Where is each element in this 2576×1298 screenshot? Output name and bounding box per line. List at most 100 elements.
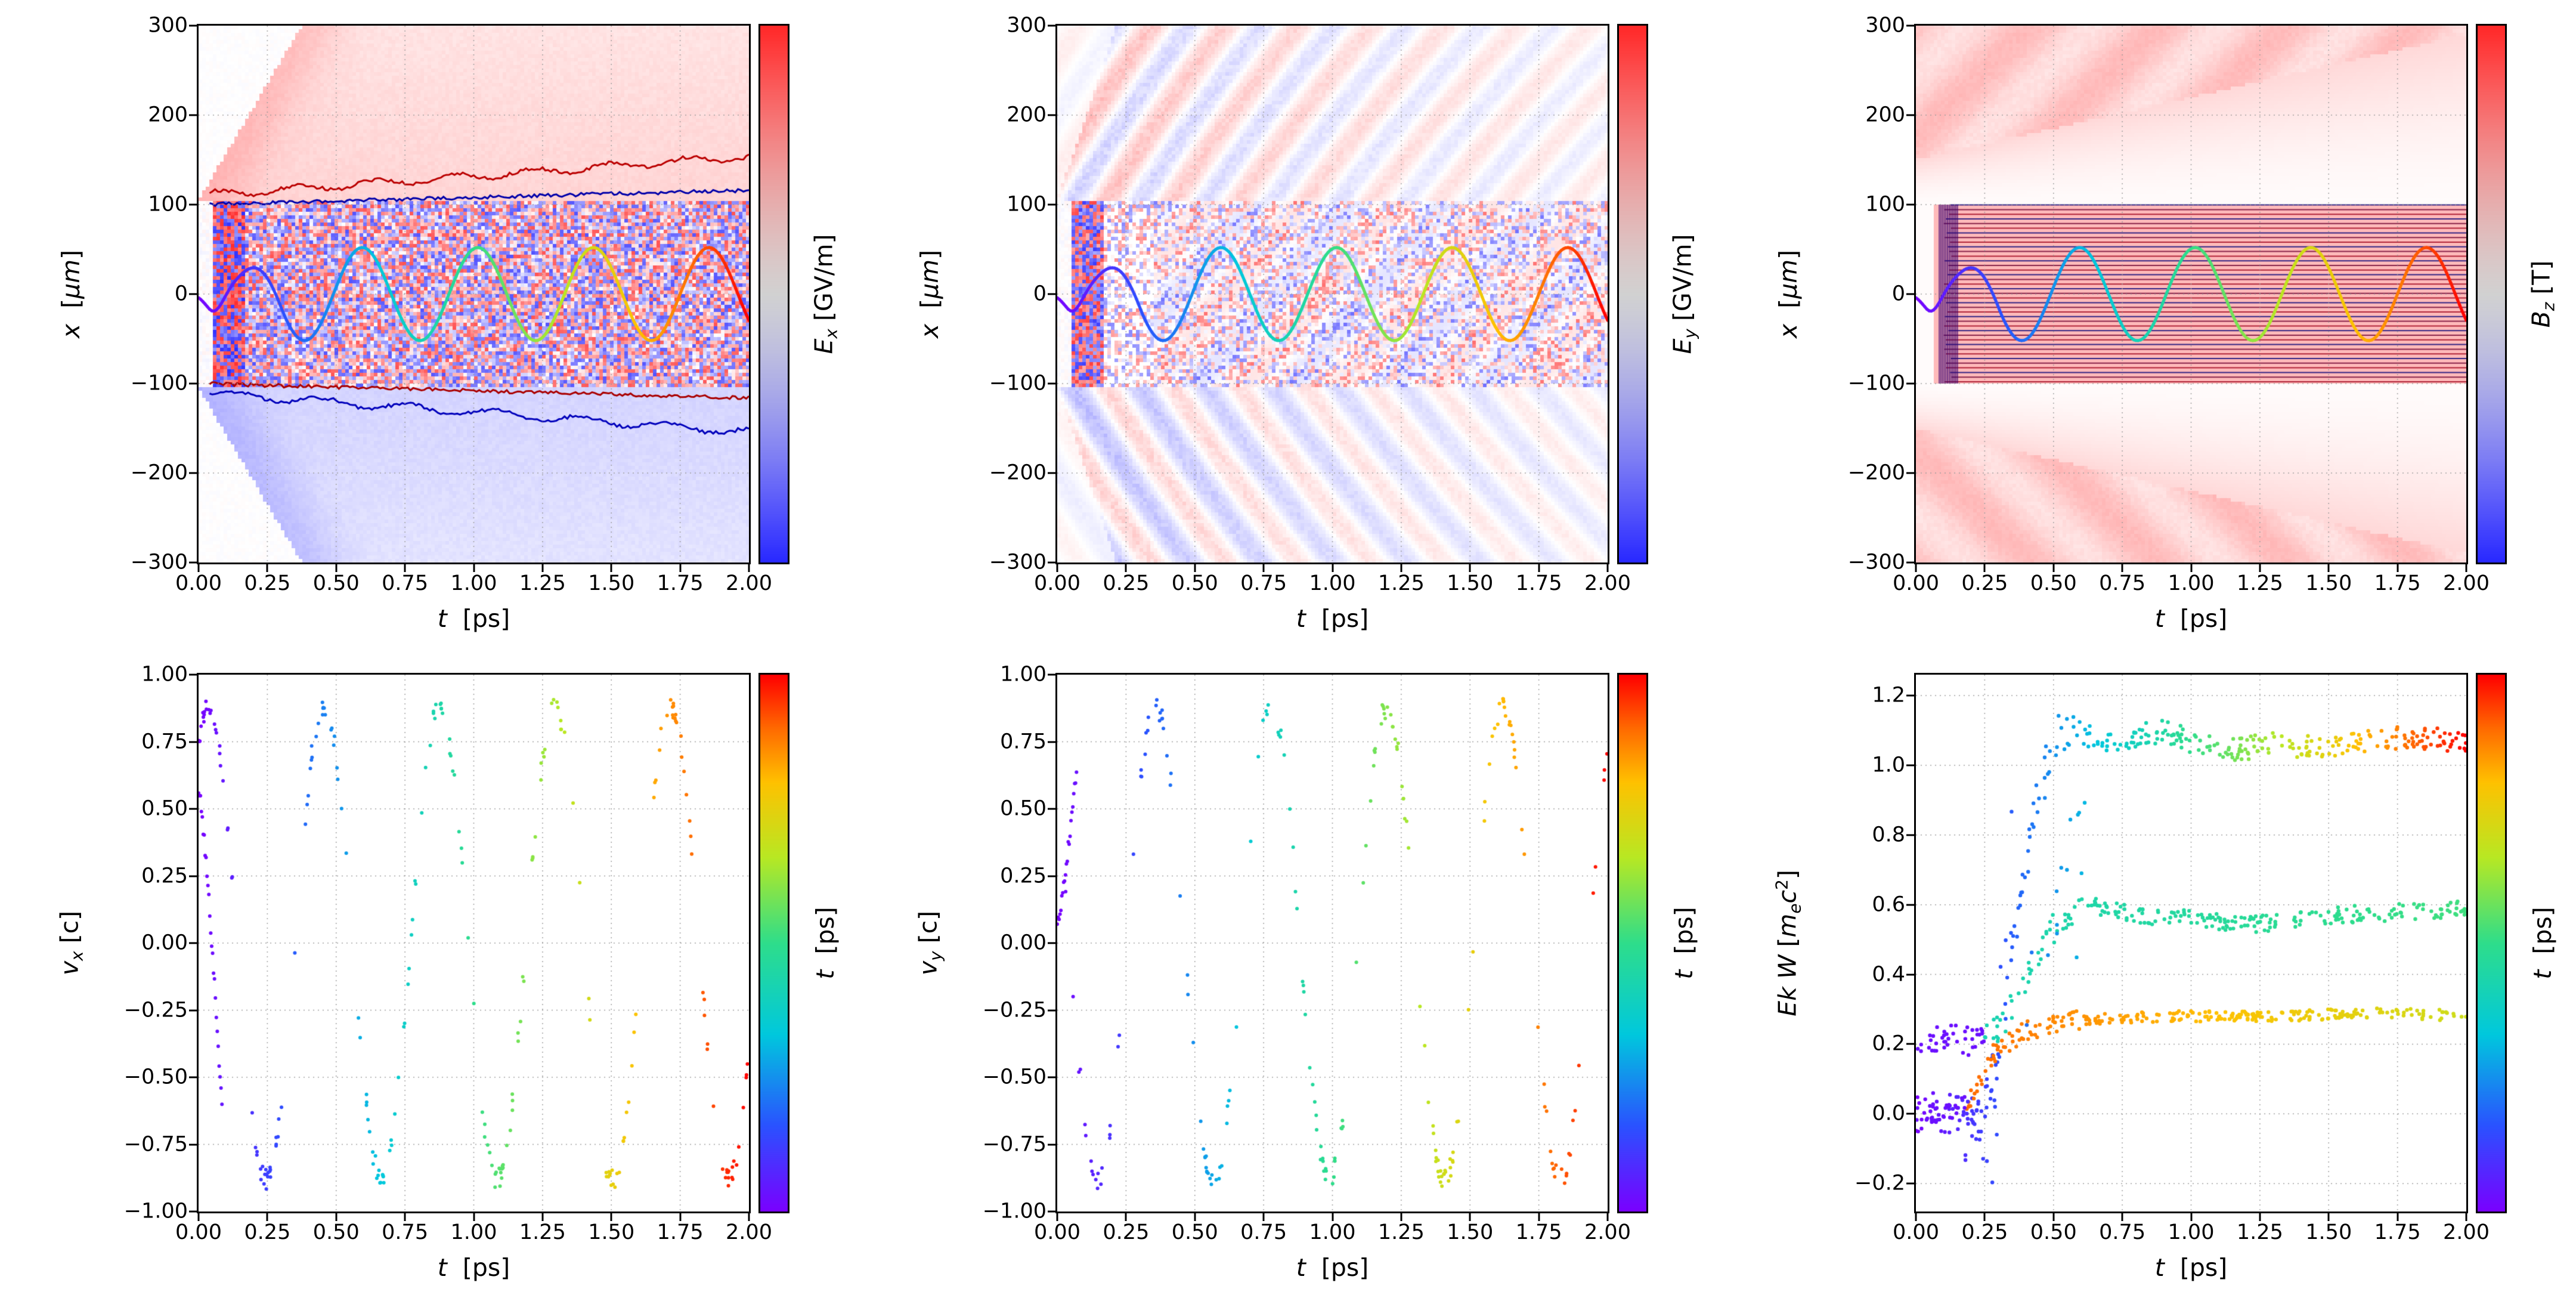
- y-tick-label: 1.0: [1872, 753, 1905, 777]
- x-tick-label: 0.00: [175, 1220, 222, 1244]
- label-segment: ]: [915, 249, 944, 259]
- x-tick-label: 1.25: [2236, 1220, 2283, 1244]
- y-tick-label: 1.2: [1872, 683, 1905, 707]
- x-tick-mark: [1056, 1213, 1058, 1221]
- label-segment: e: [1785, 903, 1805, 914]
- colorbar: [758, 24, 789, 564]
- label-segment: [c]: [55, 910, 84, 951]
- x-tick-mark: [1262, 564, 1265, 572]
- x-tick-label: 2.00: [726, 1220, 772, 1244]
- x-tick-label: 0.25: [244, 1220, 291, 1244]
- label-segment: [GV/m]: [1668, 234, 1697, 329]
- x-tick-mark: [1194, 1213, 1196, 1221]
- x-tick-mark: [1262, 1213, 1265, 1221]
- plot-area: vx [c] t [ps] t [ps] 1.00 0.75 0.50 0.25 0.0…: [55, 664, 840, 1282]
- x-tick-mark: [679, 1213, 682, 1221]
- x-tick-label: 0.75: [1240, 1220, 1287, 1244]
- label-segment: [: [57, 298, 85, 324]
- label-segment: E: [809, 338, 838, 354]
- y-tick-label: 0.0: [1872, 1101, 1905, 1126]
- y-tick-mark: [189, 1144, 197, 1145]
- x-tick-label: 0.25: [1961, 1220, 2008, 1244]
- y-tick-mark: [189, 293, 197, 295]
- y-tick-mark: [1906, 834, 1914, 836]
- x-tick-mark: [2259, 1213, 2261, 1221]
- label-segment: c: [1773, 889, 1802, 904]
- x-tick-mark: [2190, 1213, 2192, 1221]
- label-segment: [ps]: [2164, 604, 2228, 633]
- x-tick-label: 2.00: [1584, 571, 1631, 595]
- y-tick-label: −1.00: [123, 1199, 188, 1223]
- colorbar-gradient: [760, 26, 788, 563]
- x-tick-label: 0.50: [312, 571, 360, 595]
- y-tick-label: −0.75: [123, 1132, 188, 1156]
- plot-area: vy [c] t [ps] t [ps] 1.00 0.75 0.50 0.25 0.0…: [914, 664, 1698, 1282]
- x-tick-label: 0.25: [244, 571, 291, 595]
- x-tick-mark: [748, 1213, 750, 1221]
- x-tick-mark: [2465, 1213, 2467, 1221]
- y-tick-label: 300: [1007, 13, 1046, 38]
- y-tick-mark: [1048, 741, 1055, 743]
- x-tick-mark: [473, 564, 475, 572]
- x-tick-label: 1.50: [588, 1220, 635, 1244]
- plot-canvas: [199, 26, 749, 563]
- x-tick-label: 1.75: [657, 1220, 704, 1244]
- y-tick-mark: [189, 1076, 197, 1078]
- x-tick-mark: [2465, 564, 2467, 572]
- x-tick-mark: [1606, 564, 1609, 572]
- y-tick-mark: [1048, 1076, 1055, 1078]
- y-tick-mark: [189, 1210, 197, 1213]
- x-tick-label: 1.75: [1515, 571, 1562, 595]
- y-tick-label: 0.00: [1000, 931, 1046, 955]
- y-tick-label: −100: [130, 371, 188, 395]
- x-tick-mark: [1125, 1213, 1127, 1221]
- y-tick-mark: [1906, 694, 1914, 697]
- x-tick-mark: [1469, 564, 1471, 572]
- plot-area: x [μm] t [ps] Bz [T] 300 200 100 0 −100 −200 −…: [1774, 15, 2559, 633]
- y-tick-label: −0.50: [123, 1065, 188, 1089]
- y-tick-label: −300: [1847, 550, 1905, 574]
- y-tick-mark: [1048, 472, 1055, 474]
- subplot-bz-map: x [μm] t [ps] Bz [T] 300 200 100 0 −100 −200 −…: [1717, 0, 2576, 649]
- y-tick-mark: [1048, 24, 1055, 27]
- y-tick-label: 0.25: [141, 864, 188, 888]
- x-tick-mark: [2259, 564, 2261, 572]
- y-tick-mark: [1906, 1182, 1914, 1185]
- x-tick-mark: [1332, 564, 1333, 572]
- y-tick-label: 0.50: [1000, 796, 1046, 821]
- y-tick-label: 1.00: [141, 662, 188, 687]
- x-tick-mark: [541, 1213, 544, 1221]
- y-tick-label: −0.25: [123, 998, 188, 1022]
- label-segment: t: [1296, 604, 1306, 633]
- x-tick-label: 1.75: [1515, 1220, 1562, 1244]
- label-segment: m: [1773, 913, 1802, 938]
- y-axis-label: vy [c]: [914, 911, 945, 975]
- y-tick-label: 200: [1007, 103, 1046, 127]
- x-tick-mark: [1469, 1213, 1471, 1221]
- x-tick-mark: [1332, 1213, 1333, 1221]
- x-tick-label: 1.00: [2168, 571, 2215, 595]
- y-tick-label: 100: [1007, 192, 1046, 217]
- colorbar-label: Bz [T]: [2527, 261, 2558, 328]
- x-tick-mark: [748, 564, 750, 572]
- label-segment: x: [915, 323, 944, 339]
- y-tick-label: 0.75: [1000, 730, 1046, 753]
- plot-area: x [μm] t [ps] Ey [GV/m] 300 200 100 0 −100 −2…: [915, 15, 1700, 633]
- x-tick-mark: [1056, 564, 1058, 572]
- label-segment: 2: [1772, 879, 1792, 890]
- colorbar-label: t [ps]: [1670, 907, 1698, 979]
- x-tick-label: 1.75: [657, 571, 704, 595]
- y-tick-label: 0.25: [1000, 864, 1046, 888]
- y-tick-label: 0.50: [141, 796, 188, 821]
- y-tick-mark: [189, 382, 197, 385]
- y-tick-mark: [189, 203, 197, 206]
- label-segment: [: [915, 298, 944, 324]
- x-tick-mark: [197, 564, 200, 572]
- label-segment: [ps]: [1305, 1253, 1369, 1282]
- y-tick-label: −100: [1847, 371, 1905, 395]
- x-tick-label: 1.00: [1309, 571, 1356, 595]
- y-tick-label: 0: [1891, 282, 1905, 306]
- x-tick-label: 2.00: [726, 571, 772, 595]
- x-tick-label: 1.00: [1309, 1220, 1356, 1244]
